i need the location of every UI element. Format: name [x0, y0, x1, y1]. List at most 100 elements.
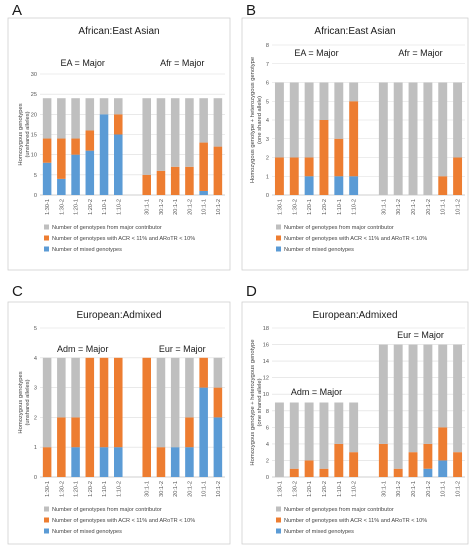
x-tick-label: 20:1-1	[411, 481, 417, 497]
bar-segment-major	[170, 357, 180, 448]
legend-swatch-mixed	[276, 246, 281, 252]
legend-swatch-mixed	[44, 528, 49, 534]
bar-segment-acr	[349, 101, 359, 177]
group-annotation: EA = Major	[294, 48, 338, 58]
bar-segment-mixed	[170, 447, 180, 477]
y-tick-label: 10	[263, 392, 269, 398]
y-axis-label: Homozygous genotypes	[18, 103, 24, 165]
bar-segment-acr	[334, 138, 344, 177]
bar-segment-acr	[185, 417, 194, 448]
bar-segment-acr	[378, 443, 388, 477]
bar-segment-major	[289, 82, 299, 158]
panel-a: A African:East Asian 0 5 10 15 20 25 30 Homozygou…	[7, 2, 231, 271]
x-tick-label: 30:1-2	[159, 199, 165, 215]
legend-label-major: Number of genotypes from major contribut…	[284, 225, 394, 231]
bar-segment-major	[213, 357, 223, 388]
bar-segment-major	[289, 402, 299, 469]
group-annotation: Adm = Major	[57, 344, 108, 354]
x-tick-label: 10:1-1	[441, 481, 447, 497]
x-tick-label: 1:30-2	[292, 481, 298, 497]
x-tick-label: 30:1-2	[396, 481, 402, 497]
bar-segment-major	[213, 98, 223, 147]
bar-segment-acr	[319, 120, 329, 195]
x-tick-label: 1:20-1	[74, 199, 80, 215]
y-tick-label: 4	[266, 118, 269, 124]
panel-letter: D	[246, 283, 257, 300]
x-tick-label: 30:1-1	[145, 199, 151, 215]
chart-title: African:East Asian	[78, 26, 159, 37]
chart-title: European:Admixed	[312, 310, 397, 321]
legend-swatch-mixed	[276, 528, 281, 534]
bar-segment-major	[438, 344, 448, 428]
x-tick-label: 1:30-2	[59, 199, 65, 215]
y-tick-label: 12	[263, 376, 269, 382]
y-tick-label: 0	[266, 193, 269, 199]
bar-segment-acr	[142, 357, 151, 477]
bar-segment-major	[156, 357, 166, 448]
bar-segment-acr	[42, 447, 52, 477]
x-tick-label: 10:1-2	[456, 199, 462, 215]
bar-segment-acr	[274, 157, 284, 195]
y-tick-label: 0	[266, 475, 269, 481]
bar-segment-mixed	[99, 114, 109, 195]
y-axis-label: (one shared allele)	[257, 378, 263, 426]
y-tick-label: 6	[266, 425, 269, 431]
bar-segment-acr	[71, 138, 80, 155]
y-axis-label: Homozygous genotype + heterozygous genot…	[250, 339, 256, 465]
bar-segment-major	[453, 344, 463, 453]
panel-letter: C	[12, 283, 23, 300]
legend-swatch-major	[276, 224, 281, 230]
y-tick-label: 8	[266, 409, 269, 415]
bar-segment-acr	[304, 157, 314, 177]
bar-segment-acr	[304, 460, 314, 477]
x-tick-label: 1:20-2	[88, 199, 94, 215]
y-tick-label: 6	[266, 81, 269, 87]
bar-segment-major	[199, 98, 208, 143]
y-axis-label: (one shared allele)	[257, 96, 263, 144]
x-tick-label: 20:1-2	[187, 199, 193, 215]
x-tick-label: 1:30-1	[277, 481, 283, 497]
x-tick-label: 20:1-2	[187, 481, 193, 497]
panel-b: B African:East Asian 0 1 2 3 4 5 6 7 8 Homozygous g…	[241, 2, 469, 271]
y-tick-label: 7	[266, 62, 269, 68]
y-axis-label: (unshared alleles)	[25, 379, 31, 425]
bar-segment-mixed	[99, 447, 109, 477]
y-tick-label: 0	[34, 193, 37, 199]
x-tick-label: 1:20-2	[88, 481, 94, 497]
bar-segment-major	[71, 98, 80, 139]
legend-label-mixed: Number of mixed genotypes	[52, 529, 122, 535]
bar-segment-major	[378, 82, 388, 195]
panel-letter: A	[12, 2, 22, 19]
bar-segment-mixed	[42, 162, 52, 195]
x-tick-label: 20:1-1	[411, 199, 417, 215]
bar-segment-major	[408, 82, 418, 195]
bar-segment-major	[453, 82, 463, 158]
bar-segment-acr	[423, 443, 433, 469]
x-tick-label: 1:30-1	[277, 199, 283, 215]
x-tick-label: 10:1-2	[216, 199, 222, 215]
legend-swatch-acr	[276, 517, 281, 523]
x-tick-label: 1:30-2	[292, 199, 298, 215]
bar-segment-acr	[57, 138, 66, 179]
bar-segment-mixed	[199, 387, 208, 477]
x-tick-label: 1:10-2	[116, 199, 122, 215]
legend-label-mixed: Number of mixed genotypes	[284, 529, 354, 535]
bar-segment-major	[274, 402, 284, 477]
x-tick-label: 20:1-1	[173, 481, 179, 497]
bar-segment-mixed	[57, 178, 66, 195]
y-tick-label: 30	[31, 72, 37, 78]
y-tick-label: 14	[263, 359, 269, 365]
legend-swatch-acr	[44, 517, 49, 523]
bar-segment-major	[185, 98, 194, 167]
bar-segment-acr	[185, 166, 194, 195]
legend-label-major: Number of genotypes from major contribut…	[52, 507, 162, 513]
bar-segment-mixed	[423, 468, 433, 477]
bar-segment-acr	[453, 452, 463, 477]
x-tick-label: 1:20-1	[74, 481, 80, 497]
group-annotation: Eur = Major	[159, 344, 206, 354]
bar-segment-acr	[199, 142, 208, 191]
bar-segment-acr	[85, 130, 95, 151]
bar-segment-major	[438, 82, 448, 177]
bar-segment-mixed	[114, 134, 123, 195]
x-tick-label: 1:30-2	[59, 481, 65, 497]
